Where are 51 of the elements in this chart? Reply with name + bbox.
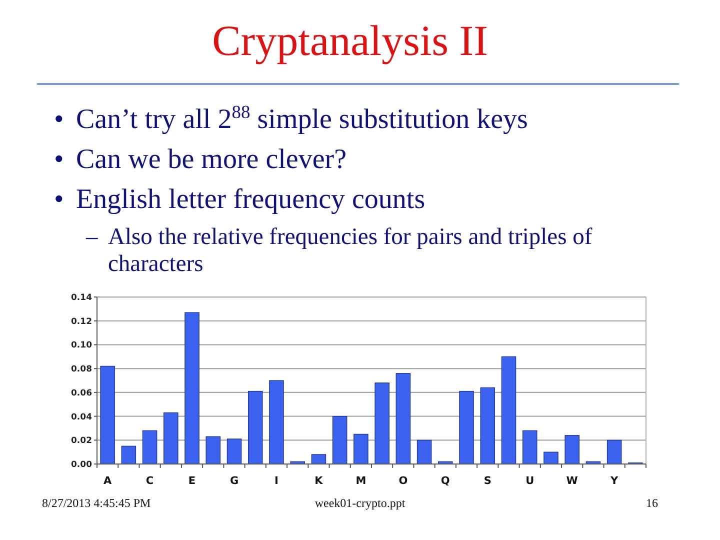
chart-title: Cryptanalysis II bbox=[212, 18, 488, 65]
y-tick-label: 0.08 bbox=[71, 364, 92, 375]
bar bbox=[522, 430, 538, 464]
bar bbox=[100, 366, 115, 464]
bar bbox=[396, 373, 411, 464]
y-tick-label: 0.10 bbox=[71, 340, 92, 351]
x-tick-label: I bbox=[274, 475, 278, 487]
bar bbox=[269, 380, 284, 464]
bar bbox=[226, 438, 242, 464]
y-tick-label: 0.02 bbox=[71, 436, 92, 446]
x-tick-label: A bbox=[103, 475, 112, 487]
bar bbox=[206, 436, 221, 464]
y-tick-label: 0.06 bbox=[71, 388, 92, 398]
x-tick-label: U bbox=[526, 475, 534, 487]
x-tick-label: O bbox=[398, 475, 408, 487]
text: 16 bbox=[646, 496, 658, 510]
x-tick-label: Q bbox=[440, 475, 450, 487]
bar bbox=[416, 440, 432, 464]
bar bbox=[184, 312, 200, 464]
x-tick-label: C bbox=[146, 475, 154, 487]
bar bbox=[311, 454, 326, 464]
x-tick-label: Y bbox=[610, 475, 619, 487]
bar bbox=[459, 390, 474, 464]
text: • Can we be more clever? bbox=[54, 144, 347, 175]
bar bbox=[142, 430, 158, 464]
bar bbox=[374, 382, 390, 464]
x-tick-label: S bbox=[484, 475, 492, 487]
text: 8/27/2013 4:45:45 PM bbox=[42, 496, 152, 510]
bar bbox=[480, 387, 496, 464]
text: – Also the relative frequencies for pairs and triples of characters bbox=[85, 224, 592, 277]
bar bbox=[606, 440, 622, 464]
x-tick-label: K bbox=[314, 475, 324, 487]
y-tick-label: 0.04 bbox=[71, 412, 92, 422]
text: • Can’t try all 2$^{88}$ simple substitution keys bbox=[54, 102, 528, 135]
x-tick-label: M bbox=[356, 475, 366, 487]
text: week01-crypto.ppt bbox=[314, 496, 406, 510]
y-tick-label: 0.00 bbox=[71, 460, 92, 470]
bar bbox=[354, 434, 368, 464]
x-tick-label: W bbox=[566, 475, 578, 487]
x-tick-label: E bbox=[188, 475, 196, 487]
bar bbox=[164, 412, 178, 464]
bar bbox=[501, 356, 516, 464]
bar bbox=[564, 435, 580, 464]
text: • English letter frequency counts bbox=[54, 184, 426, 215]
bar bbox=[121, 446, 136, 464]
y-tick-label: 0.14 bbox=[71, 292, 92, 303]
bar bbox=[248, 390, 263, 464]
x-tick-label: G bbox=[230, 475, 239, 487]
bar bbox=[332, 416, 348, 464]
y-tick-label: 0.12 bbox=[71, 316, 92, 327]
bar bbox=[544, 452, 558, 464]
